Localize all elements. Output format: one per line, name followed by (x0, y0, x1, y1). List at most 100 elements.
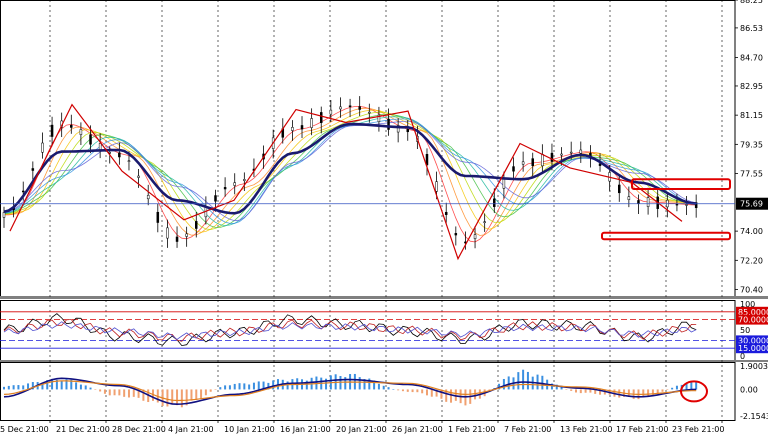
price-tick-label: 84.70 (740, 54, 763, 63)
price-candle[interactable] (41, 132, 44, 159)
price-candle[interactable] (243, 172, 246, 192)
candle-body (310, 118, 313, 128)
price-candle[interactable] (339, 97, 342, 118)
histogram-bar (252, 382, 255, 390)
price-candle[interactable] (118, 142, 121, 165)
candle-body (598, 163, 602, 166)
price-candle[interactable] (310, 108, 313, 136)
candle-body (579, 149, 583, 154)
histogram-bar (594, 389, 597, 394)
price-candle[interactable] (195, 212, 198, 238)
histogram-bar (79, 384, 82, 390)
candle-body (502, 178, 506, 189)
price-candle[interactable] (223, 177, 227, 197)
oscillator-panel[interactable] (0, 311, 735, 349)
price-candle[interactable] (233, 173, 236, 195)
price-candle[interactable] (454, 226, 458, 246)
price-candle[interactable] (156, 203, 160, 233)
histogram-bar (666, 389, 669, 390)
candle-body (146, 195, 150, 200)
oscillator-level-badge (736, 335, 768, 346)
price-candle[interactable] (444, 202, 448, 224)
candle-body (435, 181, 438, 192)
oscillator-level-label: 85.0000 (738, 308, 768, 317)
price-candle[interactable] (685, 195, 688, 215)
price-candle[interactable] (2, 206, 6, 228)
histogram-bar (675, 385, 678, 390)
ma-fan-line (3, 109, 697, 233)
oscillator-line (3, 321, 697, 340)
candle-body (541, 154, 544, 167)
price-candle[interactable] (618, 175, 621, 202)
price-candle[interactable] (425, 148, 429, 176)
price-candle[interactable] (637, 194, 640, 214)
histogram-panel[interactable] (3, 369, 708, 408)
histogram-bar (55, 379, 58, 390)
price-candle[interactable] (358, 96, 361, 117)
annotation-circle[interactable] (680, 380, 708, 403)
price-candle[interactable] (541, 144, 544, 174)
histogram-bar (190, 389, 193, 401)
price-candle[interactable] (694, 194, 698, 218)
candle-body (195, 221, 198, 229)
price-candle[interactable] (473, 226, 477, 249)
price-candle[interactable] (348, 98, 352, 118)
price-candle[interactable] (512, 157, 515, 181)
price-candle[interactable] (146, 184, 150, 206)
histogram-bar (450, 389, 453, 403)
price-candle[interactable] (666, 193, 669, 218)
histogram-bar (651, 389, 654, 397)
histogram-tick-label: -2.1543 (740, 412, 768, 421)
oscillator-level-badge (736, 343, 768, 354)
price-candle[interactable] (31, 161, 35, 181)
price-candle[interactable] (319, 106, 323, 134)
histogram-bar (474, 389, 477, 400)
price-candle[interactable] (79, 122, 83, 145)
histogram-bar (440, 389, 443, 399)
histogram-bar (272, 380, 275, 390)
price-candle[interactable] (300, 116, 304, 139)
histogram-bar (599, 389, 602, 395)
histogram-bar (224, 385, 227, 390)
histogram-bar (671, 387, 674, 390)
price-candle[interactable] (70, 114, 73, 134)
price-candle[interactable] (175, 226, 179, 248)
price-candle[interactable] (50, 116, 54, 147)
price-candle[interactable] (291, 120, 294, 141)
price-candle[interactable] (166, 219, 169, 248)
price-candle[interactable] (531, 152, 534, 177)
price-candle[interactable] (185, 226, 188, 247)
histogram-bar (526, 371, 529, 390)
price-panel[interactable] (0, 96, 735, 261)
price-candle[interactable] (646, 187, 650, 215)
price-candle[interactable] (368, 103, 371, 123)
histogram-bar (51, 378, 54, 390)
price-candle[interactable] (483, 213, 486, 232)
candle-body (339, 106, 342, 110)
lower-zone-box[interactable] (601, 231, 731, 241)
histogram-bar (137, 389, 140, 398)
histogram-bar (690, 381, 693, 390)
price-candle[interactable] (377, 106, 381, 132)
price-candle[interactable] (387, 108, 390, 136)
price-candle[interactable] (252, 158, 256, 178)
price-candle[interactable] (521, 151, 525, 172)
histogram-bar (584, 389, 587, 393)
x-tick-label: 23 Feb 21:00 (672, 425, 724, 434)
histogram-bar (262, 381, 265, 390)
candle-body (156, 211, 160, 223)
price-candle[interactable] (406, 120, 410, 141)
price-candle[interactable] (396, 118, 400, 143)
candle-body (21, 190, 25, 193)
histogram-bar (627, 389, 630, 397)
ma-fan-line (3, 107, 697, 236)
ma-fan-line (3, 113, 697, 228)
histogram-bar (171, 389, 174, 404)
upper-zone-box[interactable] (631, 178, 731, 190)
histogram-bar (233, 383, 236, 390)
candle-body (483, 221, 486, 223)
price-candle[interactable] (579, 141, 583, 163)
signal-line (3, 380, 697, 402)
